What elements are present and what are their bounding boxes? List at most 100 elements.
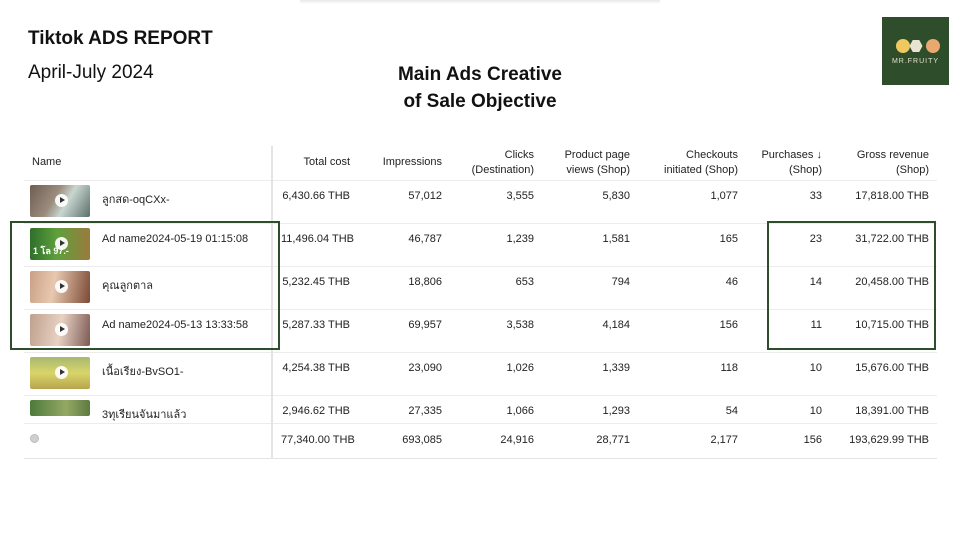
checkouts-cell: 165 xyxy=(638,223,746,267)
ad-name-cell[interactable]: ลูกสด-oqCXx- xyxy=(24,180,273,224)
gross-revenue-cell: 31,722.00 THB xyxy=(830,223,937,267)
ad-name[interactable]: 3ทุเรียนจันมาแล้ว xyxy=(102,408,187,421)
product-page-views-cell: 5,830 xyxy=(542,180,638,224)
purchases-total: 156 xyxy=(746,422,830,459)
ad-name[interactable]: คุณลูกตาล xyxy=(102,279,154,292)
thumbnail-caption: 1 โล 97.- xyxy=(33,245,69,256)
video-thumbnail[interactable] xyxy=(30,270,90,303)
clicks-cell: 653 xyxy=(450,266,542,310)
table-row[interactable]: 3ทุเรียนจันมาแล้ว 2,946.62 THB 27,335 1,… xyxy=(24,395,937,424)
fruit-icon xyxy=(909,40,923,52)
info-icon[interactable] xyxy=(30,433,39,443)
purchases-cell: 33 xyxy=(746,180,830,224)
checkouts-total: 2,177 xyxy=(638,422,746,459)
column-header-clicks[interactable]: Clicks (Destination) xyxy=(450,146,542,181)
total-cost-cell: 4,254.38 THB xyxy=(272,352,358,396)
video-thumbnail[interactable] xyxy=(30,399,90,416)
report-period: April-July 2024 xyxy=(28,62,154,83)
totals-label-cell xyxy=(24,422,273,459)
gross-revenue-cell: 10,715.00 THB xyxy=(830,309,937,353)
table-row[interactable]: 1 โล 97.- Ad name2024-05-19 01:15:08 11,… xyxy=(24,223,937,267)
clicks-cell: 1,026 xyxy=(450,352,542,396)
play-icon[interactable] xyxy=(55,193,68,207)
checkouts-cell: 156 xyxy=(638,309,746,353)
impressions-cell: 27,335 xyxy=(358,395,450,424)
total-cost-cell: 5,287.33 THB xyxy=(272,309,358,353)
ad-name-cell[interactable]: 1 โล 97.- Ad name2024-05-19 01:15:08 xyxy=(24,223,273,267)
purchases-cell: 10 xyxy=(746,352,830,396)
total-cost-cell: 11,496.04 THB xyxy=(272,223,358,267)
checkouts-cell: 1,077 xyxy=(638,180,746,224)
impressions-cell: 46,787 xyxy=(358,223,450,267)
total-cost-cell: 6,430.66 THB xyxy=(272,180,358,224)
clicks-cell: 1,066 xyxy=(450,395,542,424)
purchases-cell: 10 xyxy=(746,395,830,424)
totals-row: 77,340.00 THB 693,085 24,916 28,771 2,17… xyxy=(24,422,937,459)
gross-revenue-total: 193,629.99 THB xyxy=(830,422,937,459)
ad-name[interactable]: Ad name2024-05-13 13:33:58 xyxy=(102,318,249,331)
product-page-views-cell: 1,339 xyxy=(542,352,638,396)
main-heading-line2: of Sale Objective xyxy=(403,91,557,112)
gross-revenue-cell: 20,458.00 THB xyxy=(830,266,937,310)
product-page-views-cell: 1,581 xyxy=(542,223,638,267)
checkouts-cell: 118 xyxy=(638,352,746,396)
column-header-product-page-views[interactable]: Product page views (Shop) xyxy=(542,146,638,181)
fruit-icon xyxy=(895,39,910,53)
table-row[interactable]: คุณลูกตาล 5,232.45 THB 18,806 653 794 46… xyxy=(24,266,937,310)
ad-name-cell[interactable]: 3ทุเรียนจันมาแล้ว xyxy=(24,395,273,424)
product-page-views-cell: 4,184 xyxy=(542,309,638,353)
play-icon[interactable] xyxy=(55,279,68,293)
gross-revenue-cell: 17,818.00 THB xyxy=(830,180,937,224)
ad-name[interactable]: ลูกสด-oqCXx- xyxy=(102,193,170,206)
table-header-row: Name Total cost Impressions Clicks (Desti… xyxy=(24,146,937,181)
ads-table: Name Total cost Impressions Clicks (Desti… xyxy=(24,146,937,459)
table-row[interactable]: เนื้อเรียง-BvSO1- 4,254.38 THB 23,090 1,… xyxy=(24,352,937,396)
clicks-cell: 1,239 xyxy=(450,223,542,267)
impressions-cell: 69,957 xyxy=(358,309,450,353)
purchases-cell: 11 xyxy=(746,309,830,353)
product-page-views-cell: 794 xyxy=(542,266,638,310)
total-cost-cell: 5,232.45 THB xyxy=(272,266,358,310)
column-header-name[interactable]: Name xyxy=(24,146,273,181)
impressions-total: 693,085 xyxy=(358,422,450,459)
column-header-impressions[interactable]: Impressions xyxy=(358,146,450,181)
impressions-cell: 57,012 xyxy=(358,180,450,224)
video-thumbnail[interactable] xyxy=(30,184,90,217)
column-header-gross-revenue[interactable]: Gross revenue (Shop) xyxy=(830,146,937,181)
top-shadow xyxy=(300,0,660,4)
checkouts-cell: 54 xyxy=(638,395,746,424)
clicks-cell: 3,555 xyxy=(450,180,542,224)
table-row[interactable]: ลูกสด-oqCXx- 6,430.66 THB 57,012 3,555 5… xyxy=(24,180,937,224)
ad-name-cell[interactable]: เนื้อเรียง-BvSO1- xyxy=(24,352,273,396)
main-heading-line1: Main Ads Creative xyxy=(397,64,562,85)
play-icon[interactable] xyxy=(55,322,68,336)
ad-name-cell[interactable]: Ad name2024-05-13 13:33:58 xyxy=(24,309,273,353)
purchases-cell: 14 xyxy=(746,266,830,310)
video-thumbnail[interactable] xyxy=(30,356,90,389)
mr-fruity-logo: MR.FRUITY xyxy=(882,17,949,85)
product-page-views-total: 28,771 xyxy=(542,422,638,459)
main-heading: Main Ads Creative of Sale Objective xyxy=(330,61,630,115)
column-header-purchases[interactable]: Purchases ↓ (Shop) xyxy=(746,146,830,181)
sort-desc-icon: ↓ xyxy=(816,148,823,161)
video-thumbnail[interactable]: 1 โล 97.- xyxy=(30,227,90,260)
table-row[interactable]: Ad name2024-05-13 13:33:58 5,287.33 THB … xyxy=(24,309,937,353)
ad-name[interactable]: Ad name2024-05-19 01:15:08 xyxy=(102,232,249,245)
play-icon[interactable] xyxy=(55,236,68,250)
clicks-cell: 3,538 xyxy=(450,309,542,353)
purchases-cell: 23 xyxy=(746,223,830,267)
gross-revenue-cell: 18,391.00 THB xyxy=(830,395,937,424)
video-thumbnail[interactable] xyxy=(30,313,90,346)
column-header-total-cost[interactable]: Total cost xyxy=(272,146,358,181)
total-cost-cell: 2,946.62 THB xyxy=(272,395,358,424)
column-header-checkouts[interactable]: Checkouts initiated (Shop) xyxy=(638,146,746,181)
fruit-icon xyxy=(925,39,940,53)
impressions-cell: 18,806 xyxy=(358,266,450,310)
logo-text: MR.FRUITY xyxy=(891,58,940,65)
total-cost-total: 77,340.00 THB xyxy=(272,422,358,459)
ad-name-cell[interactable]: คุณลูกตาล xyxy=(24,266,273,310)
gross-revenue-cell: 15,676.00 THB xyxy=(830,352,937,396)
fruit-icons xyxy=(889,37,943,53)
play-icon[interactable] xyxy=(55,365,68,379)
ad-name[interactable]: เนื้อเรียง-BvSO1- xyxy=(102,365,184,378)
